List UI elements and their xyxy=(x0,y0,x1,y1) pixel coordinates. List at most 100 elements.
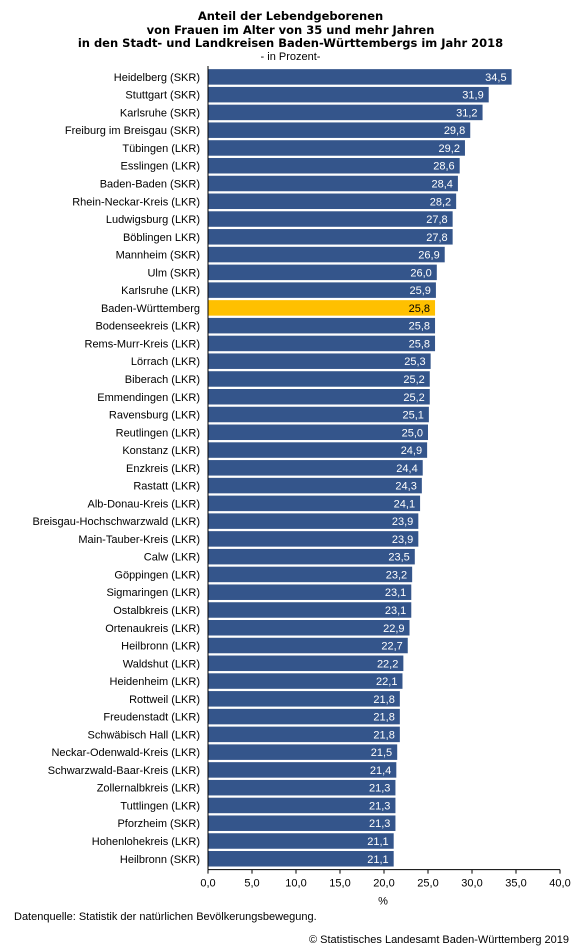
value-label-44: 21,1 xyxy=(367,854,388,866)
bars-group: Heidelberg (SKR) 34,5 Stuttgart (SKR) 31,9 K… xyxy=(32,69,512,867)
category-label-10: Mannheim (SKR) xyxy=(116,250,200,262)
value-label-9: 27,8 xyxy=(426,232,447,244)
value-label-31: 22,9 xyxy=(383,623,404,635)
category-label-7: Rhein-Neckar-Kreis (LKR) xyxy=(72,196,200,208)
category-label-4: Tübingen (LKR) xyxy=(122,143,200,155)
bar-chart: Heidelberg (SKR) 34,5 Stuttgart (SKR) 31,9 K… xyxy=(32,66,571,905)
data-source-note: Datenquelle: Statistik der natürlichen B… xyxy=(14,911,317,923)
x-tick-label-4: 20,0 xyxy=(373,878,394,890)
category-label-19: Ravensburg (LKR) xyxy=(109,410,200,422)
category-label-34: Heidenheim (LKR) xyxy=(110,676,200,688)
bar-15 xyxy=(208,335,436,352)
value-label-19: 25,1 xyxy=(402,410,423,422)
bar-0 xyxy=(208,69,512,85)
value-label-5: 28,6 xyxy=(433,161,454,173)
bar-28 xyxy=(208,566,413,583)
category-label-22: Enzkreis (LKR) xyxy=(126,463,200,475)
x-tick-label-7: 35,0 xyxy=(505,878,526,890)
x-axis: 0,0 5,0 10,0 15,0 20,0 25,0 30,0 35,0 40,0% xyxy=(200,66,571,905)
category-label-44: Heilbronn (SKR) xyxy=(120,854,200,866)
value-label-40: 21,3 xyxy=(369,783,390,795)
category-label-1: Stuttgart (SKR) xyxy=(125,90,200,102)
category-label-38: Neckar-Odenwald-Kreis (LKR) xyxy=(51,747,200,759)
category-label-43: Hohenlohekreis (LKR) xyxy=(92,836,200,848)
value-label-6: 28,4 xyxy=(431,179,452,191)
category-label-9: Böblingen LKR) xyxy=(123,232,200,244)
bar-36 xyxy=(208,708,400,725)
category-label-25: Breisgau-Hochschwarzwald (LKR) xyxy=(32,516,200,528)
value-label-26: 23,9 xyxy=(392,534,413,546)
bar-19 xyxy=(208,406,429,423)
category-label-13: Baden-Württemberg xyxy=(101,303,200,315)
copyright-note: © Statistisches Landesamt Baden-Württemb… xyxy=(308,934,569,946)
value-label-41: 21,3 xyxy=(369,800,390,812)
value-label-39: 21,4 xyxy=(370,765,391,777)
value-label-32: 22,7 xyxy=(381,641,402,653)
bar-5 xyxy=(208,157,460,174)
value-label-4: 29,2 xyxy=(439,143,460,155)
category-label-39: Schwarzwald-Baar-Kreis (LKR) xyxy=(48,765,200,777)
x-tick-label-1: 5,0 xyxy=(244,878,259,890)
category-label-15: Rems-Murr-Kreis (LKR) xyxy=(85,338,201,350)
bar-38 xyxy=(208,744,398,760)
bar-33 xyxy=(208,655,404,672)
chart-subtitle: - in Prozent- xyxy=(260,50,321,63)
bar-30 xyxy=(208,602,412,618)
category-label-24: Alb-Donau-Kreis (LKR) xyxy=(88,498,200,510)
value-label-29: 23,1 xyxy=(385,587,406,599)
bar-1 xyxy=(208,86,489,103)
value-label-22: 24,4 xyxy=(396,463,417,475)
bar-3 xyxy=(208,122,471,138)
bar-14 xyxy=(208,317,436,334)
value-label-16: 25,3 xyxy=(404,356,425,368)
value-label-33: 22,2 xyxy=(377,658,398,670)
bar-24 xyxy=(208,495,421,512)
x-tick-label-3: 15,0 xyxy=(329,878,350,890)
bar-7 xyxy=(208,193,457,210)
value-label-24: 24,1 xyxy=(394,498,415,510)
value-label-35: 21,8 xyxy=(373,694,394,706)
category-label-12: Karlsruhe (LKR) xyxy=(121,285,200,297)
bar-37 xyxy=(208,726,400,743)
value-label-11: 26,0 xyxy=(410,267,431,279)
category-label-20: Reutlingen (LKR) xyxy=(116,427,200,439)
bar-10 xyxy=(208,246,445,263)
category-label-32: Heilbronn (LKR) xyxy=(121,641,200,653)
value-label-14: 25,8 xyxy=(409,321,430,333)
bar-31 xyxy=(208,620,410,636)
value-label-15: 25,8 xyxy=(409,338,430,350)
value-label-27: 23,5 xyxy=(388,552,409,564)
x-tick-label-0: 0,0 xyxy=(200,878,215,890)
category-label-11: Ulm (SKR) xyxy=(147,267,200,279)
category-label-37: Schwäbisch Hall (LKR) xyxy=(88,729,200,741)
bar-6 xyxy=(208,175,458,192)
value-label-18: 25,2 xyxy=(403,392,424,404)
category-label-2: Karlsruhe (SKR) xyxy=(120,107,200,119)
bar-40 xyxy=(208,779,396,796)
value-label-37: 21,8 xyxy=(373,729,394,741)
bar-21 xyxy=(208,442,428,458)
bar-32 xyxy=(208,637,408,654)
bar-39 xyxy=(208,762,397,778)
bar-42 xyxy=(208,815,396,831)
value-label-25: 23,9 xyxy=(392,516,413,528)
value-label-0: 34,5 xyxy=(485,72,506,84)
x-tick-label-2: 10,0 xyxy=(285,878,306,890)
value-label-2: 31,2 xyxy=(456,107,477,119)
chart-title-line-3: in den Stadt- und Landkreisen Baden-Würt… xyxy=(77,36,504,50)
category-label-31: Ortenaukreis (LKR) xyxy=(105,623,200,635)
value-label-12: 25,9 xyxy=(409,285,430,297)
category-label-23: Rastatt (LKR) xyxy=(133,481,200,493)
category-label-27: Calw (LKR) xyxy=(144,552,200,564)
value-label-20: 25,0 xyxy=(402,427,423,439)
category-label-8: Ludwigsburg (LKR) xyxy=(106,214,200,226)
category-label-29: Sigmaringen (LKR) xyxy=(106,587,200,599)
x-tick-label-8: 40,0 xyxy=(549,878,570,890)
category-label-16: Lörrach (LKR) xyxy=(131,356,200,368)
bar-4 xyxy=(208,140,465,156)
bar-34 xyxy=(208,673,403,689)
category-label-36: Freudenstadt (LKR) xyxy=(103,712,200,724)
category-label-14: Bodenseekreis (LKR) xyxy=(95,321,200,333)
category-label-30: Ostalbkreis (LKR) xyxy=(113,605,200,617)
value-label-34: 22,1 xyxy=(376,676,397,688)
